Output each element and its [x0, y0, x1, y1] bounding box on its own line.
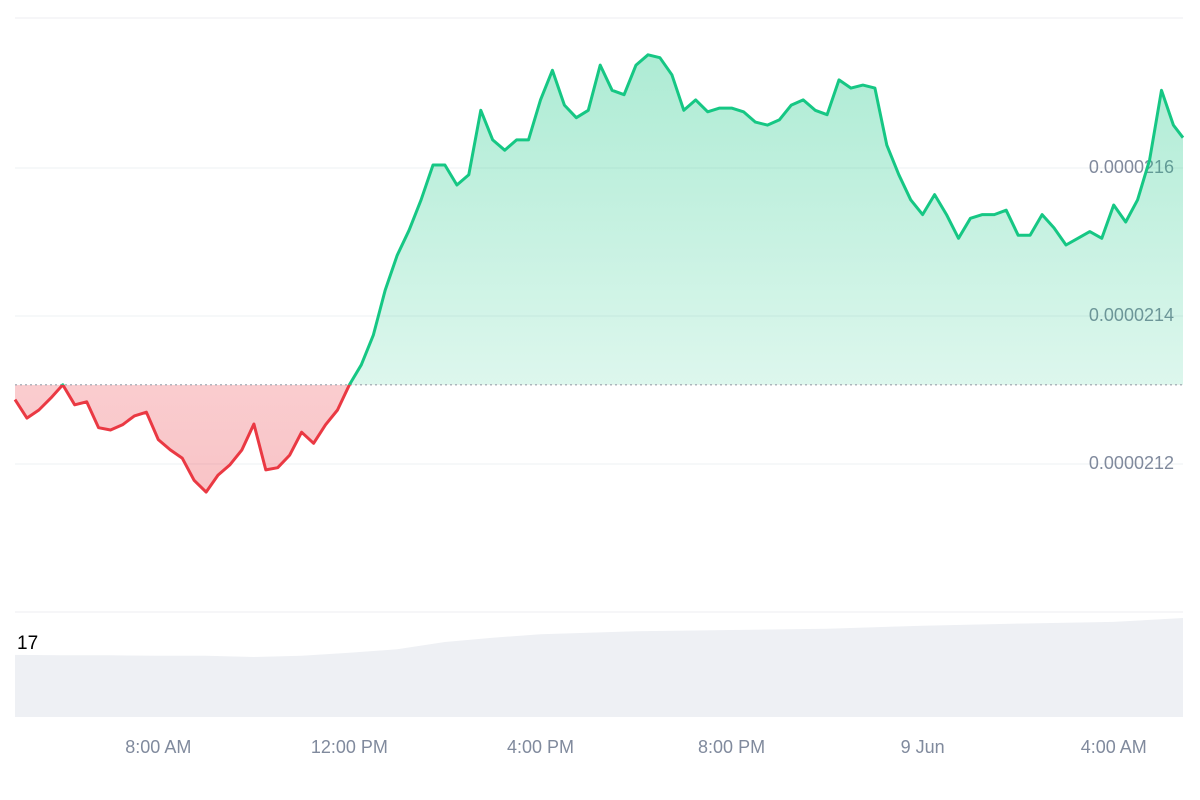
volume-area	[15, 618, 1183, 717]
x-tick-label: 8:00 PM	[698, 737, 765, 757]
x-tick-label: 9 Jun	[901, 737, 945, 757]
area-above	[15, 54, 1183, 385]
x-tick-label: 12:00 PM	[311, 737, 388, 757]
x-tick-label: 4:00 PM	[507, 737, 574, 757]
price-line-below	[13, 384, 352, 494]
x-tick-label: 4:00 AM	[1081, 737, 1147, 757]
y-tick-label: 0.0000212	[1089, 453, 1174, 473]
price-line-above	[60, 53, 1185, 385]
volume-tick-label: 17	[17, 633, 38, 654]
x-tick-label: 8:00 AM	[125, 737, 191, 757]
